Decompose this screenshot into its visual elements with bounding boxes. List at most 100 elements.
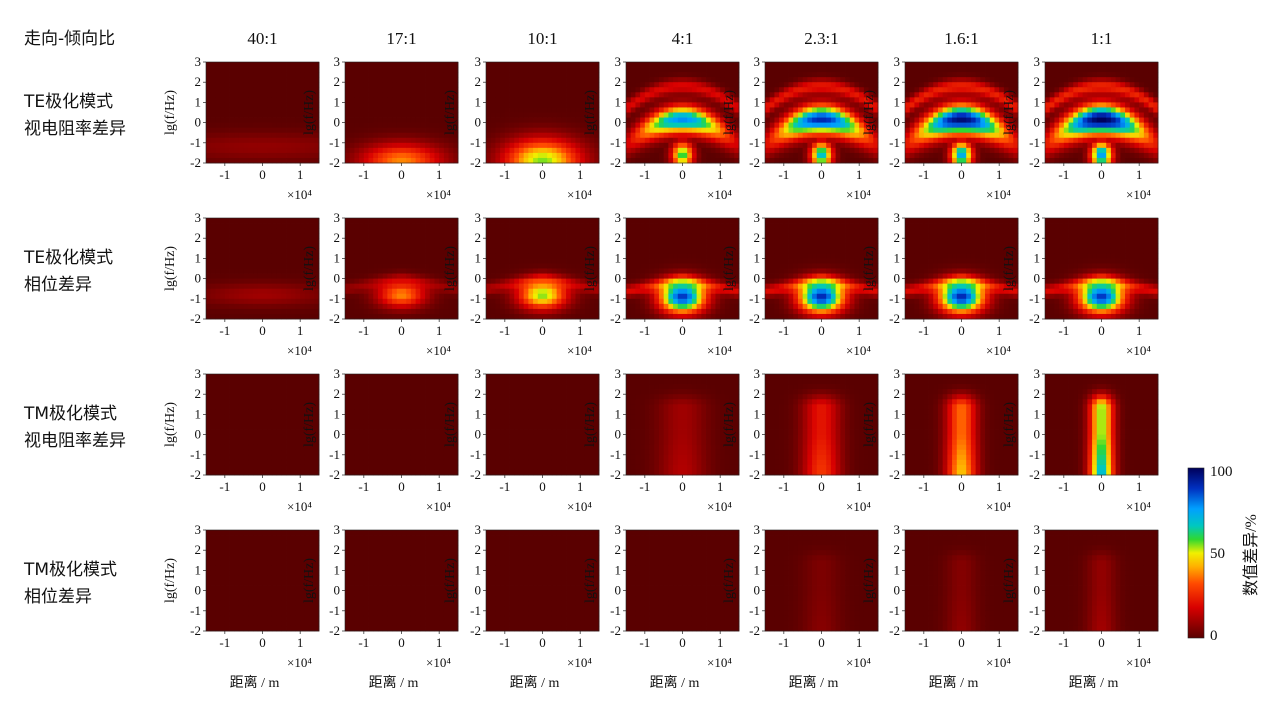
heatmap-cell [234,313,240,320]
heatmap-cell [349,127,355,134]
heatmap-cell [373,117,379,123]
heatmap-cell [1125,62,1131,68]
heatmap-cell [523,238,529,244]
heatmap-cell [420,268,426,274]
heatmap-cell [281,298,287,305]
heatmap-cell [1077,127,1084,134]
heatmap-cell [229,238,235,244]
heatmap-cell [518,253,525,259]
heatmap-cell [345,77,351,83]
heatmap-cell [500,288,506,295]
heatmap-cell [575,248,581,254]
heatmap-cell [533,308,539,315]
heatmap-cell [691,107,698,113]
heatmap-cell [382,218,388,224]
heatmap-cell [354,107,360,113]
heatmap-cell [518,308,525,315]
heatmap-cell [495,107,501,113]
heatmap-cell [206,107,212,113]
heatmap-cell [377,313,384,320]
heatmap-cell [589,258,595,264]
heatmap-cell [267,62,273,68]
heatmap-cell [528,72,534,78]
heatmap-cell [765,122,771,129]
heatmap-cell [589,223,595,229]
heatmap-cell [1153,97,1159,103]
heatmap-cell [928,112,934,118]
heatmap-cell [500,77,506,83]
heatmap-cell [542,268,548,274]
heatmap-cell [267,243,273,249]
heatmap-cell [425,77,431,83]
heatmap-cell [859,117,865,123]
heatmap-cell [234,228,240,234]
heatmap-cell [1003,117,1009,123]
heatmap-cell [1082,82,1088,88]
heatmap-cell [401,293,407,300]
heatmap-cell [410,218,417,224]
heatmap-cell [985,102,991,108]
heatmap-cell [849,152,855,159]
heatmap-cell [905,77,911,83]
heatmap-cell [234,112,240,118]
heatmap-cell [420,293,426,300]
heatmap-cell [345,132,351,139]
heatmap-cell [220,273,226,279]
heatmap-cell [396,258,402,264]
heatmap-cell [253,87,259,93]
heatmap-cell [295,102,301,108]
heatmap-cell [434,107,440,113]
heatmap-cell [267,288,273,295]
heatmap-cell [281,82,287,88]
heatmap-cell [928,62,934,68]
heatmap-cell [1063,157,1069,164]
heatmap-cell [640,82,646,88]
heatmap-cell [1063,142,1069,149]
heatmap-cell [575,293,581,300]
heatmap-cell [575,132,581,139]
heatmap-cell [396,62,402,68]
heatmap-cell [797,132,804,139]
heatmap-cell [854,142,860,149]
heatmap-cell [271,132,278,139]
heatmap-cell [257,67,263,73]
heatmap-cell [547,152,553,159]
heatmap-cell [649,77,655,83]
heatmap-cell [377,278,384,285]
heatmap-cell [1110,142,1117,149]
heatmap-cell [262,283,268,290]
heatmap-cell [224,278,230,285]
heatmap-cell [774,152,780,159]
heatmap-cell [635,97,641,103]
heatmap-cell [453,253,459,259]
heatmap-cell [1101,72,1107,78]
heatmap-cell [826,82,832,88]
heatmap-cell [845,147,851,154]
heatmap-cell [640,117,646,123]
heatmap-cell [238,253,245,259]
heatmap-cell [561,313,567,320]
heatmap-cell [309,313,315,320]
heatmap-cell [401,142,407,149]
heatmap-cell [542,313,548,320]
heatmap-cell [644,62,650,68]
heatmap-cell [835,132,841,139]
heatmap-cell [956,107,962,113]
heatmap-cell [561,132,567,139]
heatmap-cell [267,107,273,113]
x-multiplier-label: ×10⁴ [287,187,312,202]
heatmap-cell [281,147,287,154]
heatmap-cell [551,87,558,93]
heatmap-cell [453,283,459,290]
heatmap-cell [1068,67,1074,73]
heatmap-cell [354,283,360,290]
heatmap-cell [429,308,435,315]
heatmap-cell [793,117,799,123]
heatmap-cell [668,117,674,123]
heatmap-cell [1045,157,1051,164]
heatmap-cell [396,77,402,83]
heatmap-cell [453,77,459,83]
y-tick-label: 0 [754,115,761,130]
heatmap-cell [248,233,254,239]
heatmap-cell [224,137,230,144]
